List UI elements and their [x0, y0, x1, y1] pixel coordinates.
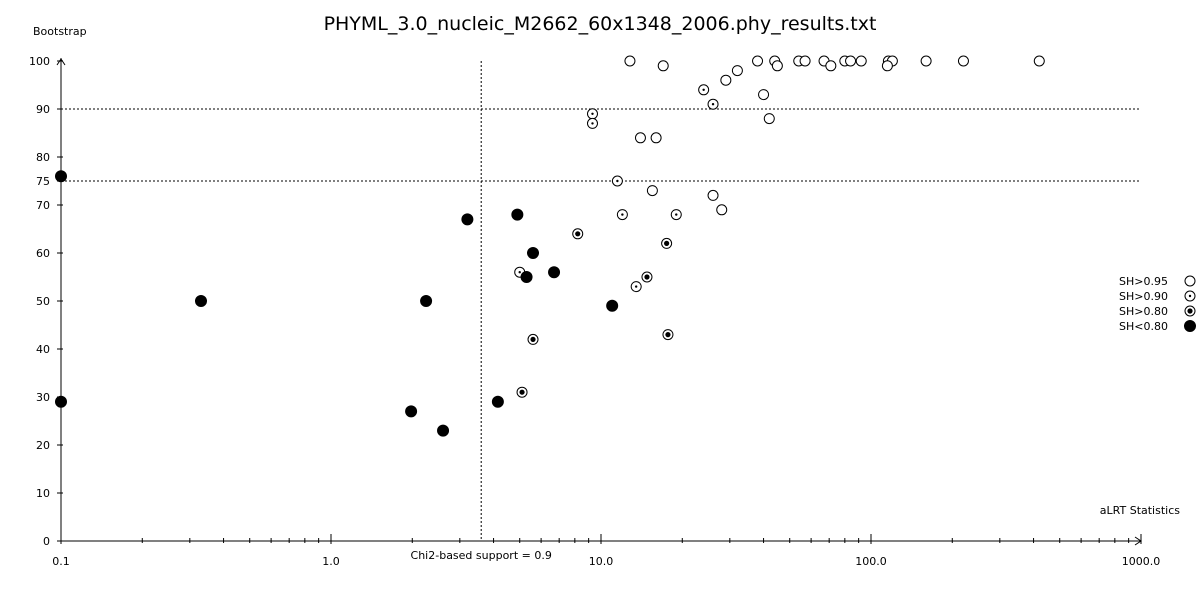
legend-label: SH<0.80	[1119, 320, 1168, 333]
data-point	[520, 271, 533, 283]
x-axis-label: aLRT Statistics	[1100, 504, 1180, 517]
x-tick-label: 0.1	[52, 555, 70, 568]
data-point	[527, 247, 540, 259]
y-axis-label: Bootstrap	[33, 25, 87, 38]
data-point	[799, 55, 811, 67]
data-point	[650, 132, 662, 144]
y-tick-label: 30	[36, 391, 50, 404]
data-point	[771, 60, 783, 72]
y-tick-label: 70	[36, 199, 50, 212]
data-point	[405, 405, 418, 418]
x-tick-label: 1.0	[322, 555, 340, 568]
data-point	[720, 74, 732, 86]
y-tick-label: 50	[36, 295, 50, 308]
data-point	[55, 395, 67, 408]
y-axis-arrow	[56, 58, 66, 66]
data-point	[634, 132, 646, 144]
y-tick-label: 100	[29, 55, 50, 68]
data-point	[662, 329, 674, 341]
data-point	[752, 55, 764, 67]
data-point	[630, 281, 642, 293]
data-point	[461, 213, 474, 226]
y-tick-label: 90	[36, 103, 50, 116]
y-tick-label: 20	[36, 439, 50, 452]
x-tick-label: 10.0	[589, 555, 614, 568]
legend-label: SH>0.90	[1119, 290, 1168, 303]
data-point	[881, 60, 893, 72]
x-tick-label: 100.0	[855, 555, 887, 568]
data-point	[586, 117, 598, 129]
data-point	[491, 395, 504, 408]
data-point	[707, 98, 719, 110]
y-tick-label: 75	[36, 175, 50, 188]
data-point	[548, 266, 561, 279]
legend-label: SH>0.80	[1119, 305, 1168, 318]
data-point	[763, 113, 775, 125]
y-tick-label: 80	[36, 151, 50, 164]
data-point	[825, 60, 837, 72]
data-point	[641, 271, 653, 283]
data-point	[646, 185, 658, 197]
data-point	[194, 295, 207, 307]
y-tick-label: 0	[43, 535, 50, 548]
data-points	[55, 55, 1045, 437]
data-point	[731, 65, 743, 77]
data-point	[657, 60, 669, 72]
data-point	[670, 209, 682, 221]
axes: 0 10 20 30 40 50 60 70 75 80 90 100 0.1 1.0 10.0 100.0 1…	[29, 55, 1160, 568]
y-tick-label: 60	[36, 247, 50, 260]
data-point	[611, 175, 623, 187]
data-point	[516, 386, 528, 398]
data-point	[511, 208, 524, 221]
y-tick-label: 40	[36, 343, 50, 356]
data-point	[920, 55, 932, 67]
data-point	[616, 209, 628, 221]
legend-marker	[1184, 305, 1196, 317]
vertical-reference-label: Chi2-based support = 0.9	[411, 549, 552, 562]
data-point	[758, 89, 770, 101]
data-point	[624, 55, 636, 67]
reference-lines	[61, 61, 1141, 541]
data-point	[55, 170, 67, 183]
legend-marker	[1184, 320, 1196, 332]
data-point	[716, 204, 728, 216]
chart-title: PHYML_3.0_nucleic_M2662_60x1348_2006.phy…	[324, 13, 877, 35]
data-point	[420, 295, 433, 307]
data-point	[437, 424, 450, 437]
data-point	[957, 55, 969, 67]
data-point	[661, 237, 673, 249]
data-point	[698, 84, 710, 96]
data-point	[845, 55, 857, 67]
data-point	[572, 228, 584, 240]
legend: SH>0.95 SH>0.90 SH>0.80 SH<0.80	[1119, 275, 1196, 333]
legend-marker	[1184, 275, 1196, 287]
data-point	[1033, 55, 1045, 67]
data-point	[707, 189, 719, 201]
y-tick-label: 10	[36, 487, 50, 500]
data-point	[527, 333, 539, 345]
legend-label: SH>0.95	[1119, 275, 1168, 288]
data-point	[606, 299, 619, 312]
legend-marker	[1184, 290, 1196, 302]
data-point	[855, 55, 867, 67]
x-tick-label: 1000.0	[1122, 555, 1161, 568]
data-point	[586, 108, 598, 120]
